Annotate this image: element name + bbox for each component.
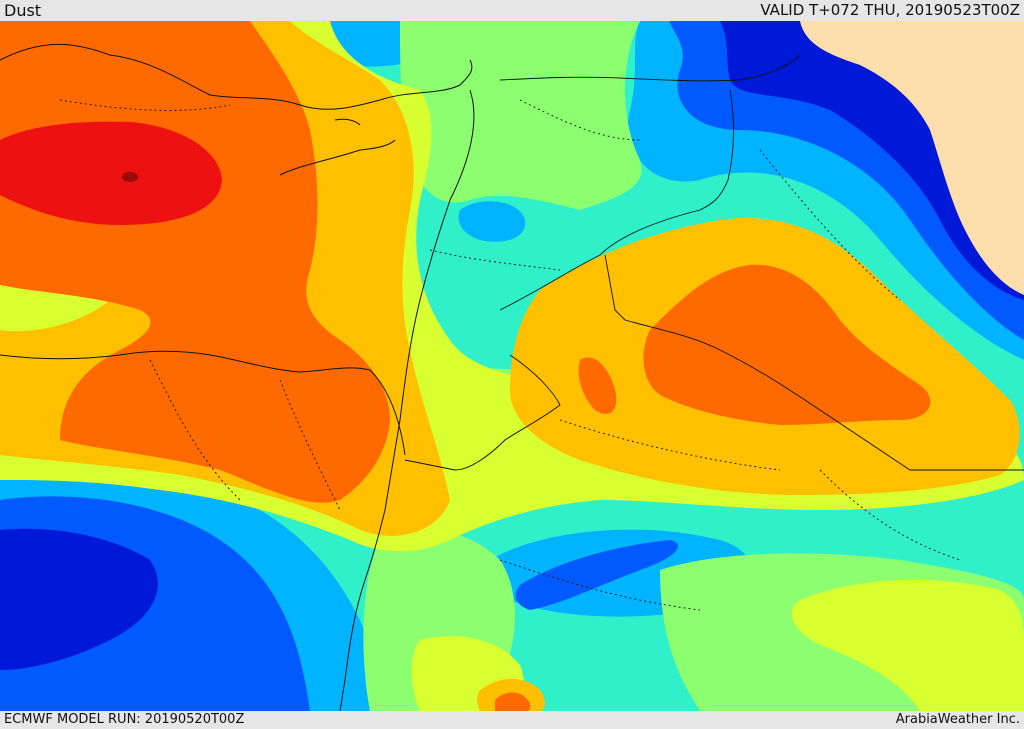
field-lower-syria-blob bbox=[458, 201, 526, 242]
coastlines bbox=[0, 43, 475, 711]
product-title: Dust bbox=[4, 1, 42, 20]
valid-time-label: VALID T+072 THU, 20190523T00Z bbox=[760, 1, 1020, 19]
land-mask-iran bbox=[800, 21, 1024, 295]
field-very-low-south-arabia bbox=[515, 540, 679, 610]
dust-map-canvas bbox=[0, 21, 1024, 711]
field-high-east-spot bbox=[578, 357, 617, 414]
country-borders bbox=[404, 54, 1024, 471]
header-bar: Dust VALID T+072 THU, 20190523T00Z bbox=[0, 0, 1024, 21]
dust-map bbox=[0, 21, 1024, 711]
footer-bar: ECMWF MODEL RUN: 20190520T00Z ArabiaWeat… bbox=[0, 711, 1024, 729]
model-run-label: ECMWF MODEL RUN: 20190520T00Z bbox=[4, 712, 245, 727]
province-borders bbox=[59, 99, 961, 611]
field-medium-southeast bbox=[791, 579, 1024, 711]
field-medium-low-north bbox=[400, 21, 642, 210]
field-high-east bbox=[643, 264, 931, 425]
field-very-high-core bbox=[122, 172, 138, 182]
field-very-high-mediterranean bbox=[0, 121, 222, 225]
credit-label: ArabiaWeather Inc. bbox=[895, 712, 1020, 727]
field-minimal-southwest bbox=[0, 528, 158, 670]
field-high-south-spot bbox=[495, 692, 531, 711]
